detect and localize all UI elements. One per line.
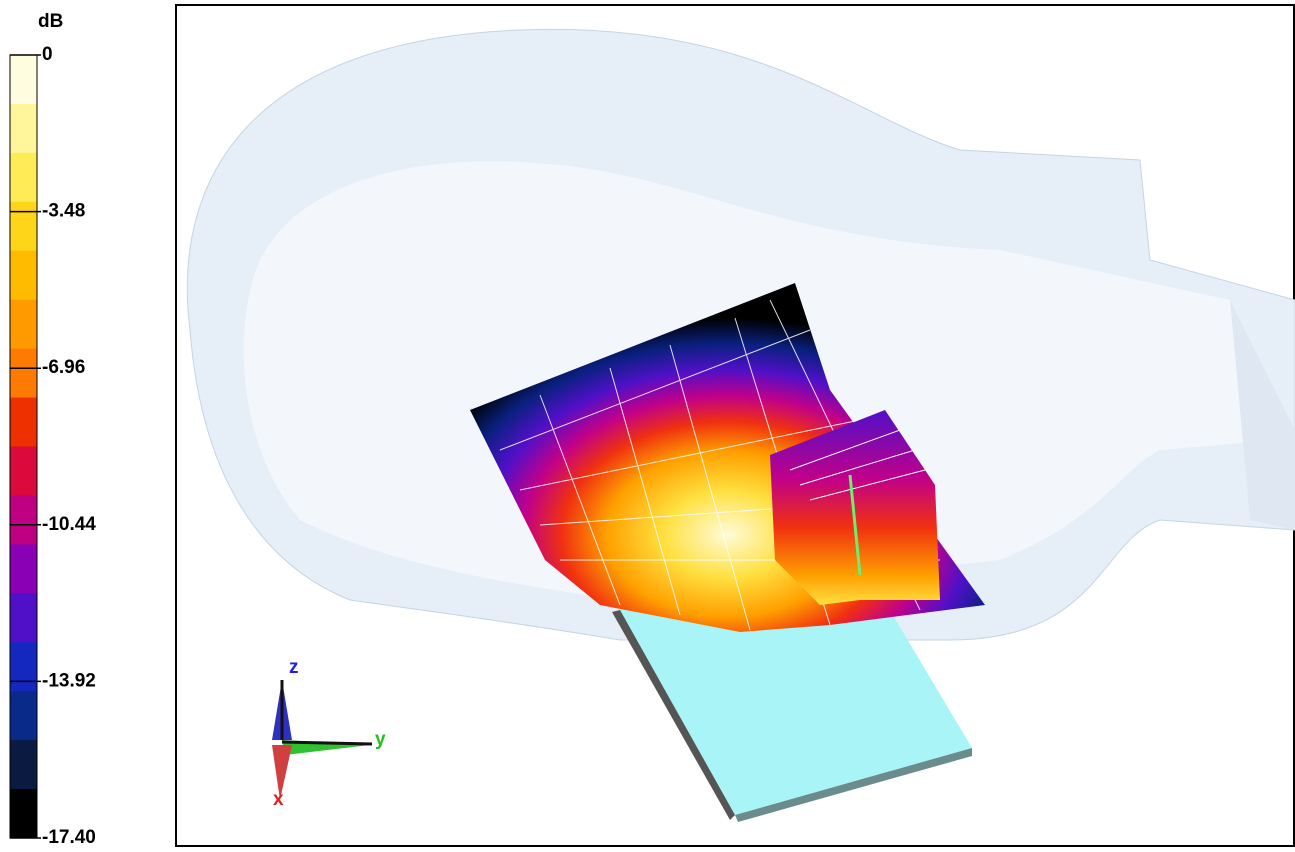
colorbar-band (10, 299, 37, 350)
colorbar-band (10, 250, 37, 301)
colorbar-tick-label: 0 (42, 44, 53, 65)
field-surface (470, 283, 985, 632)
axis-triad: z y x (272, 657, 386, 810)
colorbar-band (10, 593, 37, 643)
axis-label: y (375, 729, 386, 750)
colorbar-band (10, 397, 37, 447)
colorbar-band (10, 55, 37, 105)
axis-label: z (289, 657, 299, 678)
colorbar-band (10, 446, 37, 496)
colorbar-band (10, 495, 37, 545)
colorbar-tick-label: -10.44 (42, 514, 96, 535)
axis-label: x (273, 789, 284, 810)
colorbar-tick-label: -6.96 (42, 357, 85, 378)
colorbar-band (10, 152, 37, 203)
colorbar-band (10, 740, 37, 790)
colorbar-band (10, 103, 37, 154)
colorbar-band (10, 544, 37, 594)
colorbar-band (10, 201, 37, 252)
colorbar-band (10, 348, 37, 399)
colorbar-band (10, 642, 37, 692)
colorbar-unit: dB (38, 11, 63, 32)
colorbar-tick-label: -17.40 (42, 827, 96, 847)
colorbar-tick-label: -13.92 (42, 670, 96, 691)
colorbar: 0 -3.48 -6.96 -10.44 -13.92 -17.40 (9, 44, 96, 848)
colorbar-band (10, 691, 37, 741)
colorbar-band (10, 789, 37, 839)
colorbar-tick-label: -3.48 (42, 201, 85, 222)
